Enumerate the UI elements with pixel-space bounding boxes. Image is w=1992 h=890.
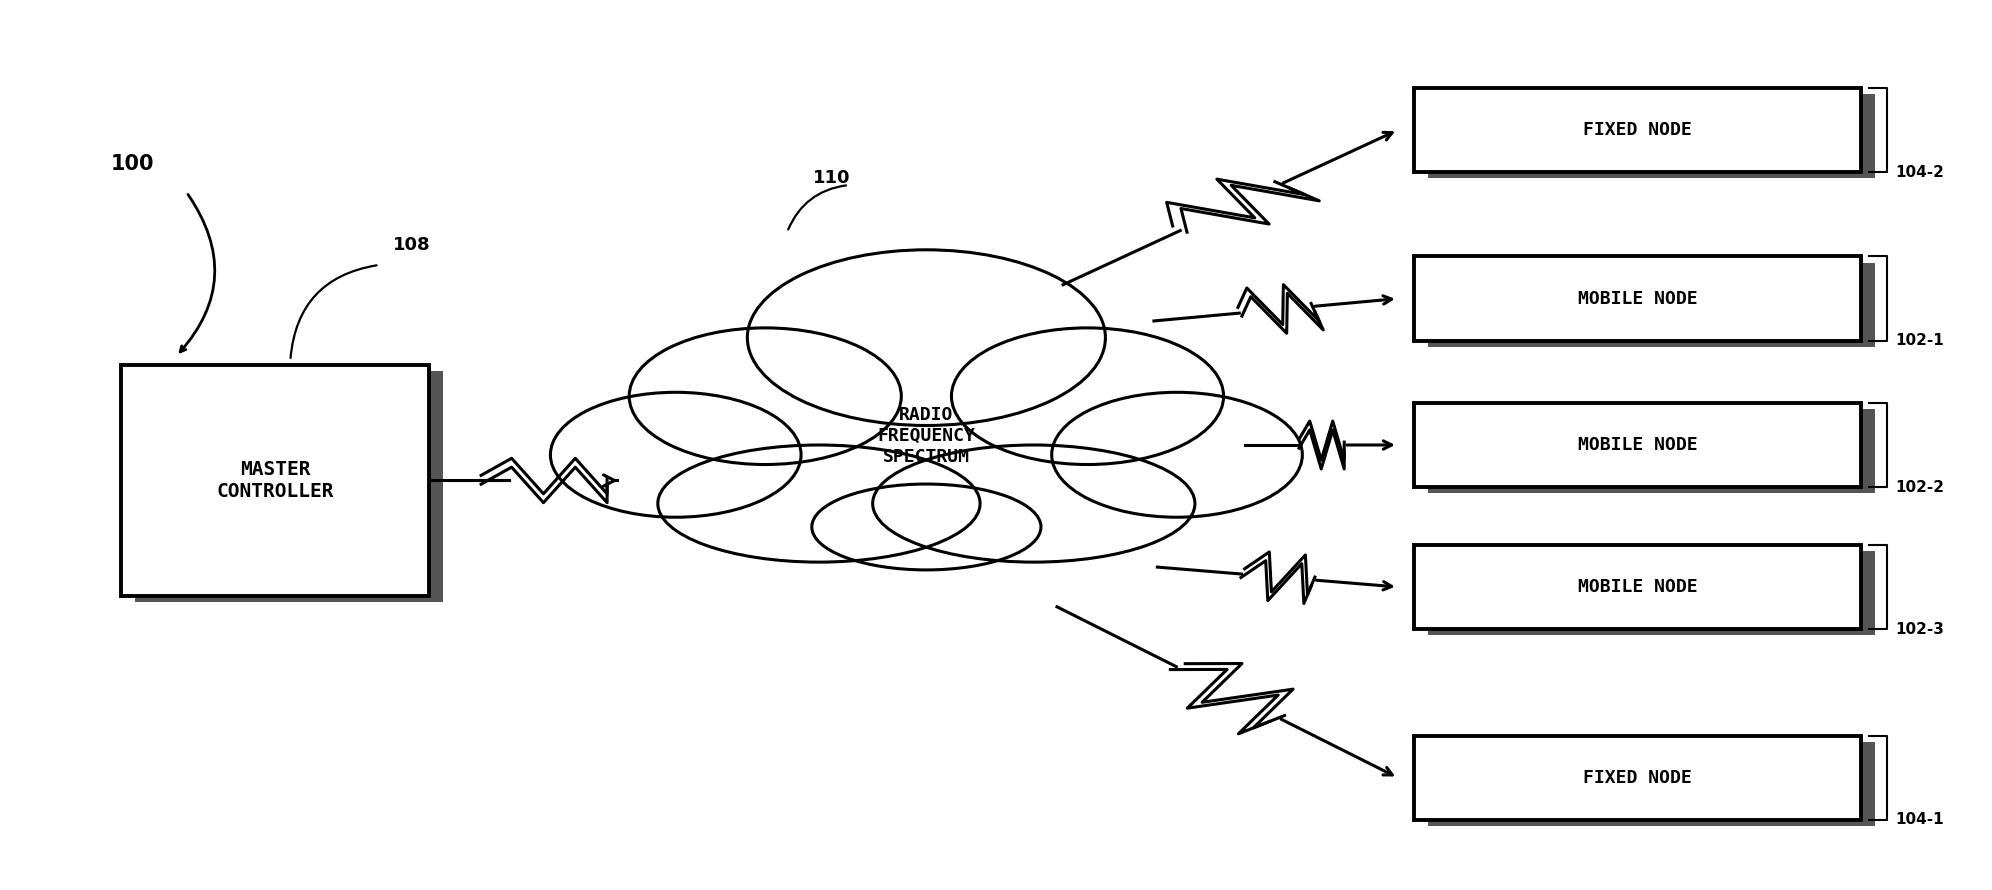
Ellipse shape	[747, 250, 1106, 425]
Text: MOBILE NODE: MOBILE NODE	[1578, 289, 1697, 308]
Text: 110: 110	[813, 169, 851, 187]
Polygon shape	[122, 365, 428, 595]
Text: MASTER
CONTROLLER: MASTER CONTROLLER	[217, 460, 333, 501]
Polygon shape	[1428, 741, 1874, 826]
Text: 100: 100	[112, 154, 153, 174]
Ellipse shape	[1052, 392, 1303, 517]
Polygon shape	[1428, 263, 1874, 347]
Polygon shape	[1428, 551, 1874, 635]
Polygon shape	[1414, 403, 1861, 487]
Polygon shape	[1414, 545, 1861, 629]
Text: 102-1: 102-1	[1894, 333, 1944, 348]
Ellipse shape	[872, 445, 1195, 562]
Polygon shape	[135, 371, 442, 602]
Ellipse shape	[657, 445, 980, 562]
Ellipse shape	[813, 484, 1042, 570]
Text: MOBILE NODE: MOBILE NODE	[1578, 436, 1697, 454]
Text: 104-1: 104-1	[1894, 813, 1944, 828]
Polygon shape	[1428, 409, 1874, 493]
Text: 102-3: 102-3	[1894, 621, 1944, 636]
Text: FIXED NODE: FIXED NODE	[1584, 769, 1691, 787]
Text: FIXED NODE: FIXED NODE	[1584, 121, 1691, 139]
Ellipse shape	[550, 392, 801, 517]
Text: 104-2: 104-2	[1894, 165, 1944, 180]
Ellipse shape	[952, 328, 1223, 465]
Text: 102-2: 102-2	[1894, 480, 1944, 495]
Polygon shape	[1414, 88, 1861, 172]
Ellipse shape	[629, 328, 900, 465]
Text: MOBILE NODE: MOBILE NODE	[1578, 578, 1697, 596]
Text: RADIO
FREQUENCY
SPECTRUM: RADIO FREQUENCY SPECTRUM	[876, 407, 976, 466]
Polygon shape	[1428, 94, 1874, 178]
Polygon shape	[1414, 735, 1861, 820]
Text: 108: 108	[392, 236, 430, 254]
Polygon shape	[1414, 256, 1861, 341]
